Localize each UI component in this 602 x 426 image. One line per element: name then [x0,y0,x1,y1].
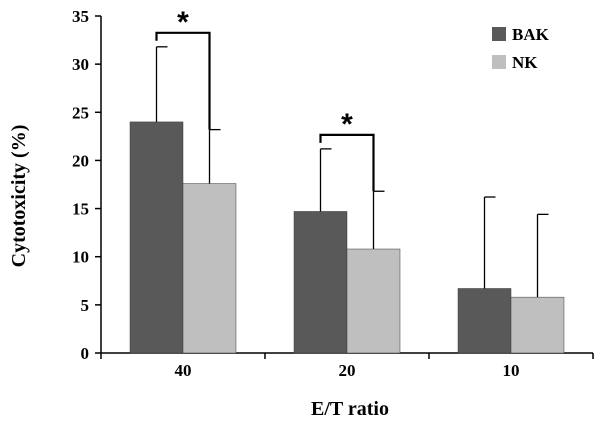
bar-nk [182,183,237,354]
y-axis-title: Cytotoxicity (%) [8,125,30,268]
y-tick-label: 15 [72,200,89,219]
legend-swatch-nk [492,55,506,69]
y-tick-label: 20 [72,151,89,170]
y-tick-label: 30 [72,55,89,74]
significance-markers: ** [155,6,375,192]
y-tick-label: 10 [72,248,89,267]
x-axis-ticks: 40 20 10 [100,353,594,380]
legend-label-nk: NK [512,53,538,72]
legend-label-bak: BAK [512,25,550,44]
x-axis-title: E/T ratio [311,398,389,420]
y-tick-label: 5 [81,296,90,315]
y-axis-ticks: 0 5 10 15 20 25 30 35 [72,7,101,363]
x-tick-label: 40 [175,361,192,380]
x-tick-label: 10 [503,361,520,380]
bars [129,121,565,354]
bar-nk [510,296,565,354]
y-tick-label: 25 [72,103,89,122]
x-tick-label: 20 [339,361,356,380]
error-bars [155,46,549,298]
bar-nk [346,248,401,354]
legend: BAK NK [492,25,550,72]
significance-bracket [155,31,211,130]
bar-bak [457,288,512,354]
y-tick-label: 0 [81,344,90,363]
bar-bak [293,211,348,354]
bar-bak [129,121,184,354]
significance-star: * [341,108,353,141]
significance-star: * [177,6,189,39]
significance-bracket [319,133,375,192]
legend-swatch-bak [492,27,506,41]
y-tick-label: 35 [72,7,89,26]
